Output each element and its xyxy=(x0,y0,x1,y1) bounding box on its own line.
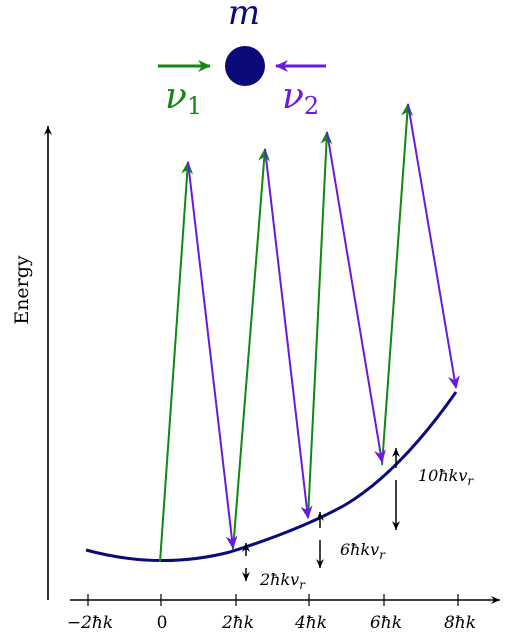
atom-circle xyxy=(225,46,265,86)
emission-arrows xyxy=(187,103,460,549)
emission-arrow xyxy=(187,161,238,549)
x-tick-label: 6ħk xyxy=(370,613,402,633)
emission-arrow xyxy=(264,148,313,519)
mass-label: m xyxy=(228,0,260,33)
dispersion-parabola xyxy=(85,391,458,563)
energy-gap-label: 2ħkvr xyxy=(259,570,306,592)
y-axis-label: Energy xyxy=(11,255,33,325)
energy-gap-markers xyxy=(242,448,400,581)
beam-nu1-subscript: 1 xyxy=(187,92,202,120)
x-tick-label: −2ħk xyxy=(67,613,113,633)
beam-nu2-subscript: 2 xyxy=(304,92,319,120)
x-tick-label: 2ħk xyxy=(221,613,254,633)
energy-gap-label: 10ħkvr xyxy=(418,466,474,488)
energy-gap-label: 6ħkvr xyxy=(340,540,386,562)
emission-arrow xyxy=(326,131,386,463)
x-tick-label: 8ħk xyxy=(444,613,476,633)
absorption-arrows xyxy=(159,103,414,563)
beam-nu2-label: ν2 xyxy=(282,76,319,120)
absorption-arrow xyxy=(307,131,333,519)
emission-arrow xyxy=(407,103,460,389)
absorption-arrow xyxy=(159,161,194,563)
x-tick-label: 4ħk xyxy=(294,613,327,633)
x-tick-label: 0 xyxy=(157,613,168,633)
x-ticks: −2ħk 0 2ħk 4ħk 6ħk 8ħk xyxy=(67,594,476,633)
absorption-arrow xyxy=(232,148,271,551)
beam-nu1-label: ν1 xyxy=(165,76,202,120)
absorption-arrow xyxy=(381,103,414,466)
